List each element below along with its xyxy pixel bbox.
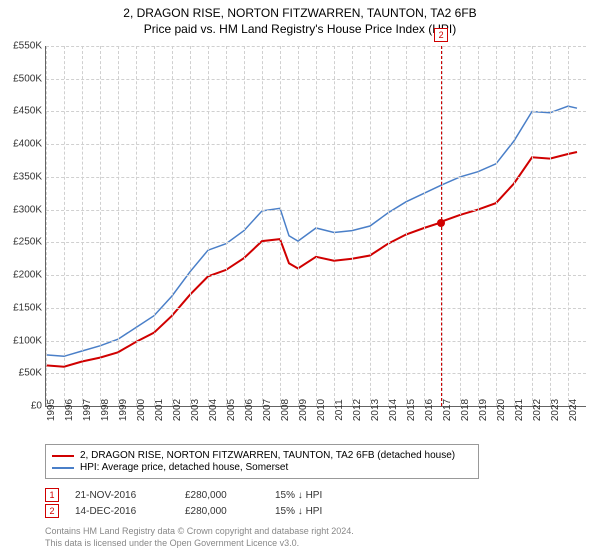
x-axis-tick: 2006: [244, 399, 255, 421]
sale-hpi-delta: 15% ↓ HPI: [275, 490, 365, 501]
x-axis-tick: 2003: [190, 399, 201, 421]
legend-swatch: [52, 467, 74, 469]
y-axis-tick: £200K: [13, 270, 42, 281]
x-axis-tick: 2001: [154, 399, 165, 421]
x-axis-tick: 2021: [514, 399, 525, 421]
sales-table: 1 21-NOV-2016£280,00015% ↓ HPI 2 14-DEC-201…: [45, 486, 365, 520]
legend-item: HPI: Average price, detached house, Some…: [52, 462, 472, 473]
x-axis-tick: 2020: [496, 399, 507, 421]
plot-region: £0£50K£100K£150K£200K£250K£300K£350K£400…: [45, 46, 586, 407]
x-axis-tick: 2000: [136, 399, 147, 421]
x-axis-tick: 2014: [388, 399, 399, 421]
title-line-2: Price paid vs. HM Land Registry's House …: [0, 22, 600, 36]
sale-price: £280,000: [185, 490, 275, 501]
x-axis-tick: 1998: [100, 399, 111, 421]
y-axis-tick: £550K: [13, 41, 42, 52]
footer: Contains HM Land Registry data © Crown c…: [45, 526, 354, 549]
x-axis-tick: 2016: [424, 399, 435, 421]
x-axis-tick: 2011: [334, 399, 345, 421]
y-axis-tick: £150K: [13, 302, 42, 313]
sale-date: 14-DEC-2016: [75, 506, 185, 517]
x-axis-tick: 2019: [478, 399, 489, 421]
sale-marker-dot: [437, 219, 445, 227]
x-axis-tick: 2022: [532, 399, 543, 421]
x-axis-tick: 2013: [370, 399, 381, 421]
x-axis-tick: 2004: [208, 399, 219, 421]
x-axis-tick: 2007: [262, 399, 273, 421]
legend-item: 2, DRAGON RISE, NORTON FITZWARREN, TAUNT…: [52, 450, 472, 461]
y-axis-tick: £300K: [13, 204, 42, 215]
x-axis-tick: 1996: [64, 399, 75, 421]
x-axis-tick: 2012: [352, 399, 363, 421]
chart-area: £0£50K£100K£150K£200K£250K£300K£350K£400…: [45, 46, 585, 406]
title-area: 2, DRAGON RISE, NORTON FITZWARREN, TAUNT…: [0, 0, 600, 36]
sale-hpi-delta: 15% ↓ HPI: [275, 506, 365, 517]
legend: 2, DRAGON RISE, NORTON FITZWARREN, TAUNT…: [45, 444, 479, 479]
footer-line-2: This data is licensed under the Open Gov…: [45, 538, 354, 550]
sale-number-box: 1: [45, 488, 59, 502]
x-axis-tick: 1997: [82, 399, 93, 421]
x-axis-tick: 2002: [172, 399, 183, 421]
y-axis-tick: £500K: [13, 73, 42, 84]
footer-line-1: Contains HM Land Registry data © Crown c…: [45, 526, 354, 538]
x-axis-tick: 2017: [442, 399, 453, 421]
sale-price: £280,000: [185, 506, 275, 517]
sale-row: 1 21-NOV-2016£280,00015% ↓ HPI: [45, 488, 365, 502]
x-axis-tick: 2015: [406, 399, 417, 421]
y-axis-tick: £450K: [13, 106, 42, 117]
x-axis-tick: 2024: [568, 399, 579, 421]
chart-container: 2, DRAGON RISE, NORTON FITZWARREN, TAUNT…: [0, 0, 600, 560]
legend-swatch: [52, 455, 74, 457]
y-axis-tick: £350K: [13, 171, 42, 182]
y-axis-tick: £0: [31, 401, 42, 412]
legend-label: HPI: Average price, detached house, Some…: [80, 462, 288, 473]
x-axis-tick: 2008: [280, 399, 291, 421]
sale-marker-label: 2: [434, 28, 448, 42]
title-line-1: 2, DRAGON RISE, NORTON FITZWARREN, TAUNT…: [0, 6, 600, 20]
sale-number-box: 2: [45, 504, 59, 518]
y-axis-tick: £250K: [13, 237, 42, 248]
y-axis-tick: £50K: [19, 368, 42, 379]
x-axis-tick: 2023: [550, 399, 561, 421]
x-axis-tick: 1999: [118, 399, 129, 421]
x-axis-tick: 1995: [46, 399, 57, 421]
sale-date: 21-NOV-2016: [75, 490, 185, 501]
sale-row: 2 14-DEC-2016£280,00015% ↓ HPI: [45, 504, 365, 518]
x-axis-tick: 2005: [226, 399, 237, 421]
x-axis-tick: 2010: [316, 399, 327, 421]
x-axis-tick: 2018: [460, 399, 471, 421]
y-axis-tick: £400K: [13, 139, 42, 150]
legend-label: 2, DRAGON RISE, NORTON FITZWARREN, TAUNT…: [80, 450, 455, 461]
x-axis-tick: 2009: [298, 399, 309, 421]
y-axis-tick: £100K: [13, 335, 42, 346]
